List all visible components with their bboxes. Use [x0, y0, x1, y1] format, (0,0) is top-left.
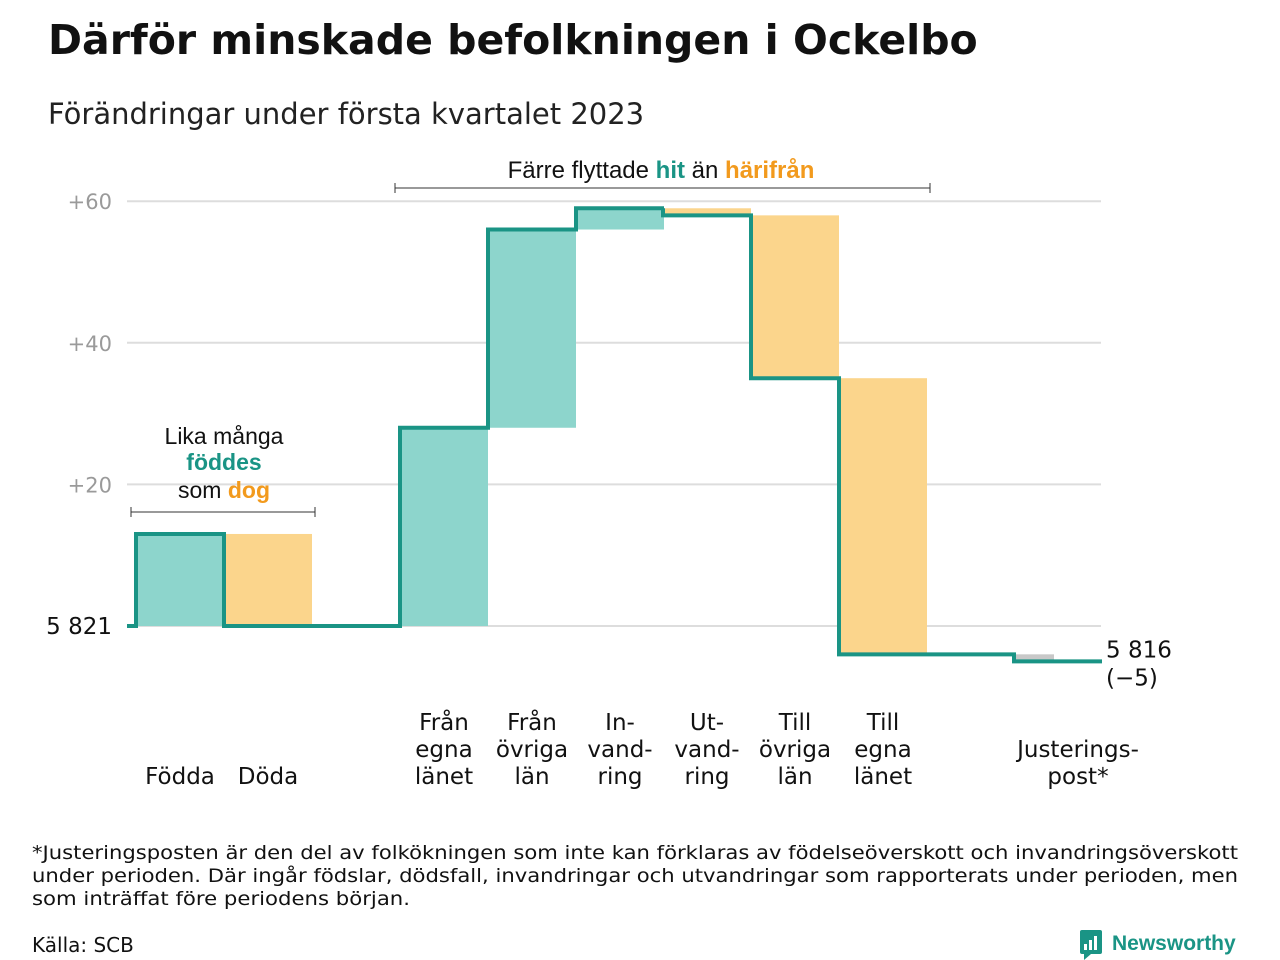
x-tick-label: ring: [597, 764, 642, 790]
x-tick-label: post*: [1047, 764, 1108, 790]
x-tick-label: ring: [684, 764, 729, 790]
x-tick-label: Från: [419, 708, 469, 736]
chart-subtitle: Förändringar under första kvartalet 2023: [48, 97, 644, 131]
x-tick-label: övriga: [496, 737, 568, 763]
cumulative-step-line: [127, 206, 1102, 664]
newsworthy-logo-icon: [1080, 930, 1102, 960]
bar: [576, 208, 664, 230]
footnote-line: under perioden. Där ingår födslar, dödsf…: [32, 864, 1238, 887]
x-tick-label: Döda: [238, 764, 298, 790]
y-tick-label: +60: [68, 190, 112, 214]
bar: [224, 533, 312, 626]
annotation-born-died: Lika många föddes som dog: [130, 423, 316, 517]
x-tick-label: egna: [854, 737, 911, 763]
y-tick-label: +20: [68, 473, 112, 497]
y-tick-label: +40: [68, 332, 112, 356]
bar: [1016, 654, 1054, 662]
end-value-label: 5 816: [1106, 637, 1172, 663]
annotation-som: som: [178, 477, 228, 503]
gridlines: +60 +40 +20: [68, 190, 1101, 627]
annotation-dog: dog: [228, 477, 270, 503]
bar: [751, 215, 839, 379]
x-tick-label: vand-: [674, 737, 739, 763]
x-tick-label: länet: [415, 764, 473, 790]
x-tick-label: länet: [854, 764, 912, 790]
end-change-label: (−5): [1106, 665, 1158, 691]
x-tick-label: län: [514, 764, 549, 790]
brand-logo: Newsworthy: [1080, 930, 1236, 960]
x-tick-label: Ut-: [690, 710, 724, 736]
x-tick-label: Justerings-: [1015, 737, 1139, 763]
footnote: *Justeringsposten är den del av folkökni…: [32, 842, 1238, 910]
x-axis-labels: Födda DödaFrånegnalänetFrånövrigalänIn-va…: [145, 708, 1139, 790]
bar: [136, 533, 224, 626]
annotation-moved-middle: än: [685, 157, 725, 184]
annotation-born-died-line1: Lika många: [165, 423, 284, 449]
chart-title: Därför minskade befolkningen i Ockelbo: [48, 16, 978, 64]
bar: [663, 208, 751, 216]
x-tick-label: Till: [778, 710, 812, 736]
x-tick-label: övriga: [759, 737, 831, 763]
bar: [400, 427, 488, 626]
footnote-line: som inträffat före periodens början.: [32, 888, 410, 910]
brand-name: Newsworthy: [1112, 932, 1236, 955]
footnote-line: *Justeringsposten är den del av folkökni…: [32, 842, 1238, 864]
annotation-harifran: härifrån: [725, 157, 814, 184]
start-value-label: 5 821: [46, 614, 112, 640]
x-tick-label: län: [777, 764, 812, 790]
annotation-born-died-line3: som dog: [178, 477, 270, 503]
x-tick-label: vand-: [587, 737, 652, 763]
bars: [136, 208, 1054, 662]
bar: [839, 378, 927, 655]
x-tick-label: Födda: [145, 764, 215, 790]
annotation-born-died-line2: föddes: [186, 449, 261, 475]
bar: [488, 229, 576, 428]
x-tick-label: In-: [605, 710, 635, 736]
annotation-moved-prefix: Färre flyttade: [508, 157, 656, 184]
annotation-hit: hit: [656, 157, 685, 184]
source-label: Källa: SCB: [32, 933, 134, 957]
annotation-moved-text: Färre flyttade hit än härifrån: [508, 157, 815, 184]
x-tick-label: Från: [507, 708, 557, 736]
x-tick-label: Till: [866, 710, 900, 736]
x-tick-label: egna: [415, 737, 472, 763]
annotation-moved: Färre flyttade hit än härifrån: [394, 157, 931, 193]
